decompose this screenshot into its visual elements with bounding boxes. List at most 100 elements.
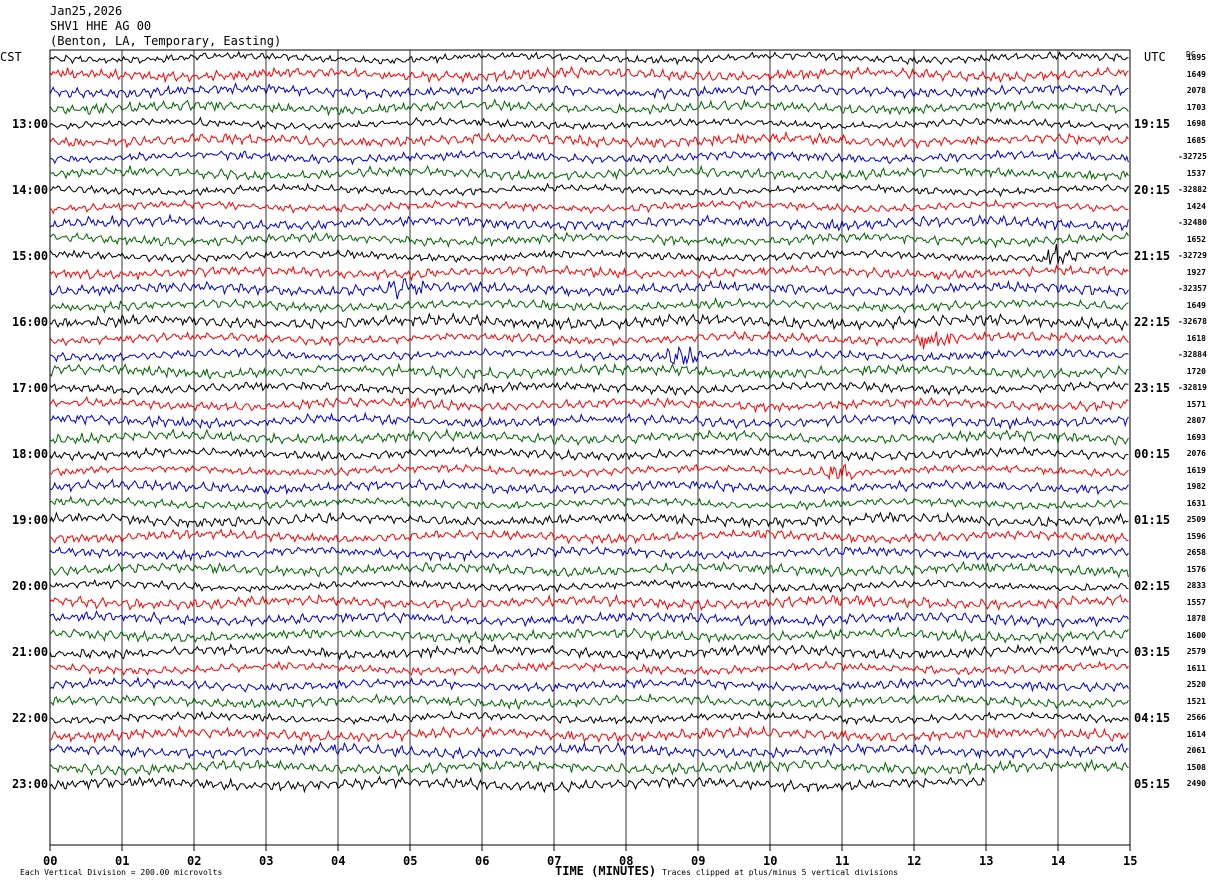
dc-offset-value: 2509	[1186, 515, 1206, 524]
dc-offset-value: 1600	[1186, 630, 1206, 640]
dc-offset-value: -32819	[1178, 383, 1207, 392]
seismic-trace	[49, 130, 1129, 150]
x-tick-label: 14	[1051, 854, 1066, 868]
header-station: SHV1 HHE AG 00	[50, 19, 152, 33]
x-tick-label: 10	[763, 854, 778, 868]
seismic-trace	[49, 445, 1129, 462]
seismic-trace	[49, 660, 1129, 677]
seismic-trace	[49, 98, 1129, 117]
x-tick-label: 09	[691, 854, 706, 868]
seismic-trace	[49, 148, 1129, 166]
left-hour-label: 23:00	[12, 777, 49, 791]
dc-offset-value: 1693	[1186, 432, 1206, 442]
dc-offset-value: 2579	[1186, 647, 1206, 656]
right-hour-label: 23:15	[1134, 381, 1171, 395]
dc-offset-value: 1720	[1186, 366, 1206, 376]
dc-offset-value: 1703	[1186, 102, 1206, 112]
seismic-trace	[49, 198, 1129, 215]
dc-offset-value: 2520	[1186, 680, 1206, 689]
right-hour-label: 04:15	[1134, 711, 1171, 725]
dc-offset-value: 1649	[1186, 300, 1206, 310]
dc-offset-value: -32678	[1178, 317, 1207, 326]
seismic-trace	[49, 643, 1129, 661]
seismic-trace	[49, 495, 1129, 511]
dc-offset-value: 2061	[1186, 746, 1206, 755]
seismic-trace	[49, 478, 1129, 496]
seismic-trace	[49, 263, 1129, 282]
x-axis-label: TIME (MINUTES)	[555, 864, 657, 878]
left-hour-label: 19:00	[12, 513, 49, 527]
seismic-trace	[49, 528, 1129, 546]
seismic-trace	[49, 511, 1129, 529]
right-hour-label: 01:15	[1134, 513, 1171, 527]
seismic-trace	[49, 395, 1129, 414]
seismic-trace	[49, 182, 1129, 198]
seismic-trace	[50, 345, 1129, 365]
dc-offset-value: 2833	[1186, 581, 1206, 590]
right-hour-label: 02:15	[1134, 579, 1171, 593]
seismic-trace	[49, 362, 1129, 381]
seismic-trace	[49, 463, 1129, 481]
dc-offset-value: 2490	[1186, 779, 1206, 788]
seismic-trace	[49, 692, 1129, 711]
right-timezone-label: UTC	[1144, 50, 1166, 64]
seismic-trace	[49, 560, 1129, 579]
seismic-trace	[49, 243, 1129, 266]
right-hour-label: 22:15	[1134, 315, 1171, 329]
seismic-trace	[49, 725, 1129, 744]
left-hour-label: 20:00	[12, 579, 49, 593]
seismic-trace	[49, 50, 1129, 66]
dc-offset-value: 2076	[1186, 449, 1206, 458]
seismic-trace	[49, 625, 1129, 645]
right-hour-label: 19:15	[1134, 117, 1171, 131]
seismic-trace	[49, 380, 1129, 397]
dc-offset-value: 1878	[1186, 614, 1206, 623]
dc-offset-value: 1571	[1186, 399, 1206, 409]
x-tick-label: 12	[907, 854, 922, 868]
dc-offset-value: 1619	[1186, 465, 1206, 475]
dc-column-label: DC	[1186, 50, 1196, 59]
right-hour-label: 21:15	[1134, 249, 1171, 263]
x-tick-label: 13	[979, 854, 994, 868]
x-tick-label: 00	[43, 854, 58, 868]
seismic-trace	[49, 427, 1129, 447]
left-hour-label: 13:00	[12, 117, 49, 131]
dc-offset-value: -32357	[1178, 284, 1207, 293]
dc-offset-value: 1614	[1186, 729, 1206, 739]
left-timezone-label: CST	[0, 50, 22, 64]
x-tick-label: 11	[835, 854, 850, 868]
seismic-trace	[49, 312, 1129, 332]
dc-offset-value: -32725	[1178, 152, 1207, 161]
dc-offset-value: -32882	[1178, 185, 1207, 194]
left-hour-label: 22:00	[12, 711, 49, 725]
x-tick-label: 02	[187, 854, 202, 868]
seismic-trace	[49, 82, 1129, 101]
x-tick-label: 05	[403, 854, 418, 868]
seismic-trace	[49, 609, 1129, 629]
dc-offset-value: 1557	[1186, 597, 1206, 607]
seismic-trace	[49, 65, 1129, 84]
seismic-trace	[49, 758, 1129, 778]
x-tick-label: 01	[115, 854, 130, 868]
left-hour-label: 21:00	[12, 645, 49, 659]
dc-offset-value: 1537	[1186, 168, 1206, 178]
seismic-trace	[49, 213, 1129, 233]
right-hour-label: 00:15	[1134, 447, 1171, 461]
dc-offset-value: -32884	[1178, 350, 1207, 359]
dc-offset-value: 1631	[1186, 498, 1206, 508]
dc-offset-value: 2078	[1186, 86, 1206, 95]
seismic-trace	[49, 330, 1129, 350]
left-hour-label: 14:00	[12, 183, 49, 197]
seismic-trace	[49, 164, 1129, 183]
dc-offset-value: -32729	[1178, 251, 1207, 260]
dc-offset-value: 1424	[1186, 201, 1206, 211]
dc-offset-value: 1685	[1186, 135, 1206, 145]
dc-offset-value: 1576	[1186, 564, 1206, 574]
seismic-trace	[49, 231, 1129, 249]
left-hour-label: 18:00	[12, 447, 49, 461]
x-tick-label: 07	[547, 854, 562, 868]
dc-offset-value: 1596	[1186, 531, 1206, 541]
dc-offset-value: -32480	[1178, 218, 1207, 227]
dc-offset-value: 1521	[1186, 696, 1206, 706]
dc-offset-value: 1652	[1186, 234, 1206, 244]
